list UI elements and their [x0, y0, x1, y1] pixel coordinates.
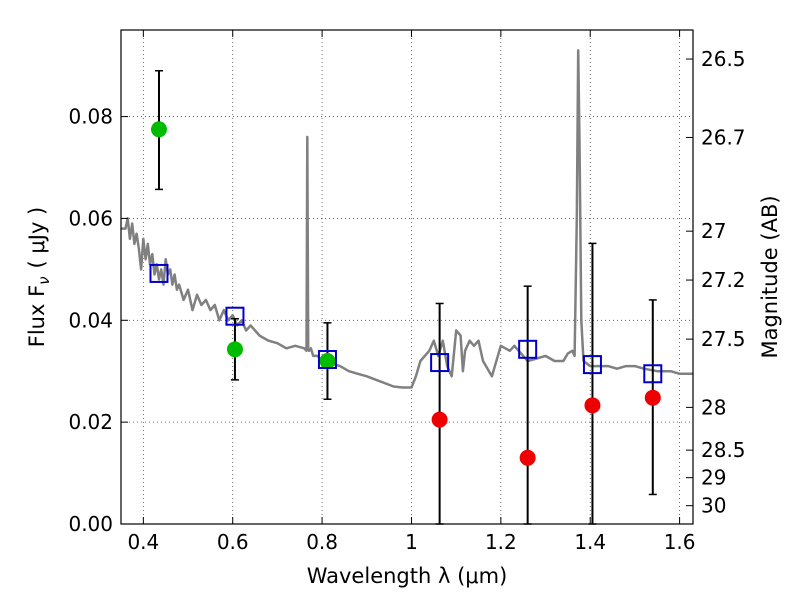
- model-photometry-point: [317, 350, 337, 370]
- grid: [121, 30, 693, 525]
- y-tick-label: 0.00: [68, 512, 113, 536]
- y-tick-label: 0.04: [68, 308, 113, 332]
- x-tick-label: 0.8: [306, 530, 338, 554]
- upper-limit-point: [644, 389, 661, 406]
- y2-tick-label: 26.5: [701, 47, 746, 71]
- upper-limit-point: [519, 449, 536, 466]
- detection-point: [319, 353, 336, 370]
- detection-point: [150, 121, 167, 138]
- y-axis-title-subscript: ν: [35, 276, 53, 284]
- y-tick-label: 0.06: [68, 206, 113, 230]
- y2-tick-label: 27.2: [701, 268, 746, 292]
- model-photometry-point: [149, 263, 169, 283]
- y-axis-title-main: Flux F: [25, 285, 49, 347]
- upper-limit-point: [431, 411, 448, 428]
- spectrum-line: [121, 49, 693, 389]
- plot-area: [121, 49, 693, 525]
- y2-tick-label: 30: [701, 494, 726, 518]
- plot-frame: [120, 29, 694, 525]
- upper-limit-point: [584, 397, 601, 414]
- y2-tick-label: 28.5: [701, 438, 746, 462]
- y2-tick-label: 29: [701, 466, 726, 490]
- y-tick-label: 0.08: [68, 105, 113, 129]
- detection-point: [226, 341, 243, 358]
- model-photometry-point: [643, 364, 663, 384]
- y-axis-title-unit: ( μJy ): [25, 207, 49, 269]
- x-tick-label: 1: [405, 530, 418, 554]
- y2-axis-title: Magnitude (AB): [758, 195, 782, 358]
- x-tick-label: 0.6: [217, 530, 249, 554]
- y2-tick-label: 27.5: [701, 327, 746, 351]
- y2-tick-label: 27: [701, 219, 726, 243]
- model-photometry-point: [430, 353, 450, 373]
- axis-ticks: 0.4 0.6 0.8 1 1.2 1.4 1.6 0.00 0.02 0.04 0.06 0.08 2…: [68, 30, 746, 554]
- y2-tick-label: 26.7: [701, 125, 746, 149]
- y-tick-label: 0.02: [68, 410, 113, 434]
- model-photometry-point: [582, 355, 602, 375]
- x-tick-label: 1.6: [664, 530, 696, 554]
- model-photometry-point: [518, 339, 538, 359]
- x-axis-title: Wavelength λ (μm): [307, 564, 508, 588]
- y2-tick-label: 28: [701, 395, 726, 419]
- x-tick-label: 1.4: [574, 530, 606, 554]
- x-tick-label: 1.2: [485, 530, 517, 554]
- x-tick-label: 0.4: [127, 530, 159, 554]
- model-photometry-point: [225, 306, 245, 326]
- y-axis-title: Flux Fν ( μJy ): [25, 207, 53, 348]
